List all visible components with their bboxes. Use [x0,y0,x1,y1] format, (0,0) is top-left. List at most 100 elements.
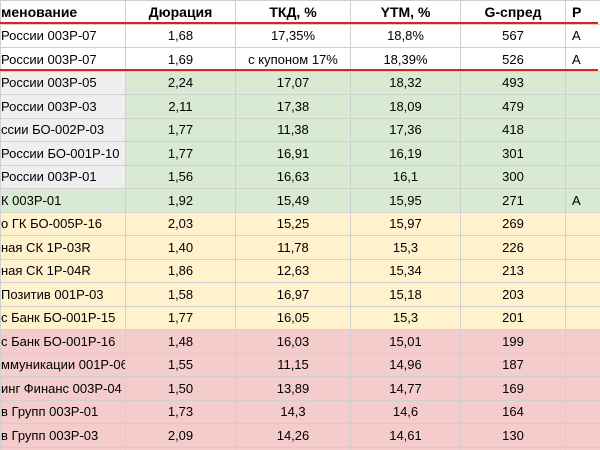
table-cell: 226 [460,235,566,260]
table-row: в Групп 003Р-01 1,73 14,3 14,6 164 [0,399,600,424]
table-cell: 17,36 [350,117,461,142]
table-cell: 1,50 [125,376,236,401]
table-cell: 16,19 [350,141,461,166]
table-cell: 203 [460,282,566,307]
table-cell [565,211,600,236]
table-row: России 003Р-07 1,69 с купоном 17% 18,39% 526… [0,47,600,72]
table-row: ная СК 1Р-03R 1,40 11,78 15,3 226 [0,235,600,260]
table-cell [565,305,600,330]
bond-name: России 003Р-05 [0,70,126,95]
table-cell: 1,86 [125,258,236,283]
table-cell: 1,55 [125,352,236,377]
table-row: инг Финанс 003Р-04 1,50 13,89 14,77 169 [0,376,600,401]
table-cell: 201 [460,305,566,330]
bond-name: России 003Р-07 [0,47,126,72]
table-row: ссии БО-002Р-03 1,77 11,38 17,36 418 [0,117,600,142]
table-cell: 1,69 [125,47,236,72]
table-cell: 17,38 [235,94,351,119]
header-row: менование Дюрация ТКД, % YTM, % G-спред Р [0,0,600,25]
table-cell: 15,95 [350,188,461,213]
table-cell: 15,25 [235,211,351,236]
table-cell: 18,32 [350,70,461,95]
column-header[interactable]: G-спред [460,0,566,25]
table-row: России БО-001Р-10 1,77 16,91 16,19 301 [0,141,600,166]
table-cell: 14,96 [350,352,461,377]
table-cell: А [565,23,600,48]
table-cell: 15,97 [350,211,461,236]
table-cell [565,376,600,401]
table-cell: 12,63 [235,258,351,283]
table-cell: 11,15 [235,352,351,377]
table-cell: 14,61 [350,423,461,448]
table-cell [565,258,600,283]
table-row: России 003Р-05 2,24 17,07 18,32 493 [0,70,600,95]
table-row: в Групп 003Р-03 2,09 14,26 14,61 130 [0,423,600,448]
table-cell: 1,73 [125,399,236,424]
bond-name: инг Финанс 003Р-04 [0,376,126,401]
table-cell: 15,49 [235,188,351,213]
table-cell: 2,11 [125,94,236,119]
table-cell [565,164,600,189]
table-cell: 567 [460,23,566,48]
table-row: России 003Р-07 1,68 17,35% 18,8% 567 А [0,23,600,48]
table-cell: 15,34 [350,258,461,283]
bond-name: о ГК БО-005Р-16 [0,211,126,236]
table-cell: 16,1 [350,164,461,189]
table-cell: 17,07 [235,70,351,95]
table-cell [565,282,600,307]
table-cell: 2,24 [125,70,236,95]
table-cell: 13,89 [235,376,351,401]
table-cell [565,352,600,377]
table-cell: 16,03 [235,329,351,354]
column-header[interactable]: Р [565,0,600,25]
table-cell: 418 [460,117,566,142]
table-cell: 301 [460,141,566,166]
column-header[interactable]: Дюрация [125,0,236,25]
table-cell: А [565,47,600,72]
table-cell: 130 [460,423,566,448]
table-cell: 526 [460,47,566,72]
bond-name: с Банк БО-001Р-16 [0,329,126,354]
table-cell: 16,91 [235,141,351,166]
table-cell: 15,18 [350,282,461,307]
table-cell: 213 [460,258,566,283]
table-cell: 169 [460,376,566,401]
table-cell: 15,3 [350,305,461,330]
bond-name: России 003Р-03 [0,94,126,119]
table-row: с Банк БО-001Р-15 1,77 16,05 15,3 201 [0,305,600,330]
bond-name: в Групп 003Р-03 [0,423,126,448]
table-cell: 16,97 [235,282,351,307]
table-cell [565,399,600,424]
bond-name: в Групп 003Р-01 [0,399,126,424]
table-row: России 003Р-03 2,11 17,38 18,09 479 [0,94,600,119]
bond-name: России 003Р-01 [0,164,126,189]
table-cell: 1,77 [125,141,236,166]
table-cell: 2,03 [125,211,236,236]
table-cell: 2,09 [125,423,236,448]
table-cell: 15,01 [350,329,461,354]
table-cell: 14,3 [235,399,351,424]
table-cell [565,141,600,166]
table-cell: 493 [460,70,566,95]
table-row: с Банк БО-001Р-16 1,48 16,03 15,01 199 [0,329,600,354]
column-header[interactable]: менование [0,0,126,25]
bond-name: ммуникации 001Р-06 [0,352,126,377]
bond-name: с Банк БО-001Р-15 [0,305,126,330]
table-cell: 11,38 [235,117,351,142]
bond-name: Позитив 001Р-03 [0,282,126,307]
table-row: К 003Р-01 1,92 15,49 15,95 271 А [0,188,600,213]
bond-name: ная СК 1Р-03R [0,235,126,260]
table-cell: 17,35% [235,23,351,48]
bond-name: ная СК 1Р-04R [0,258,126,283]
table-cell: с купоном 17% [235,47,351,72]
bond-name: России БО-001Р-10 [0,141,126,166]
table-cell: 11,78 [235,235,351,260]
table-cell [565,235,600,260]
column-header[interactable]: ТКД, % [235,0,351,25]
column-header[interactable]: YTM, % [350,0,461,25]
table-cell: 1,58 [125,282,236,307]
table-row: ная СК 1Р-04R 1,86 12,63 15,34 213 [0,258,600,283]
table-cell: 479 [460,94,566,119]
